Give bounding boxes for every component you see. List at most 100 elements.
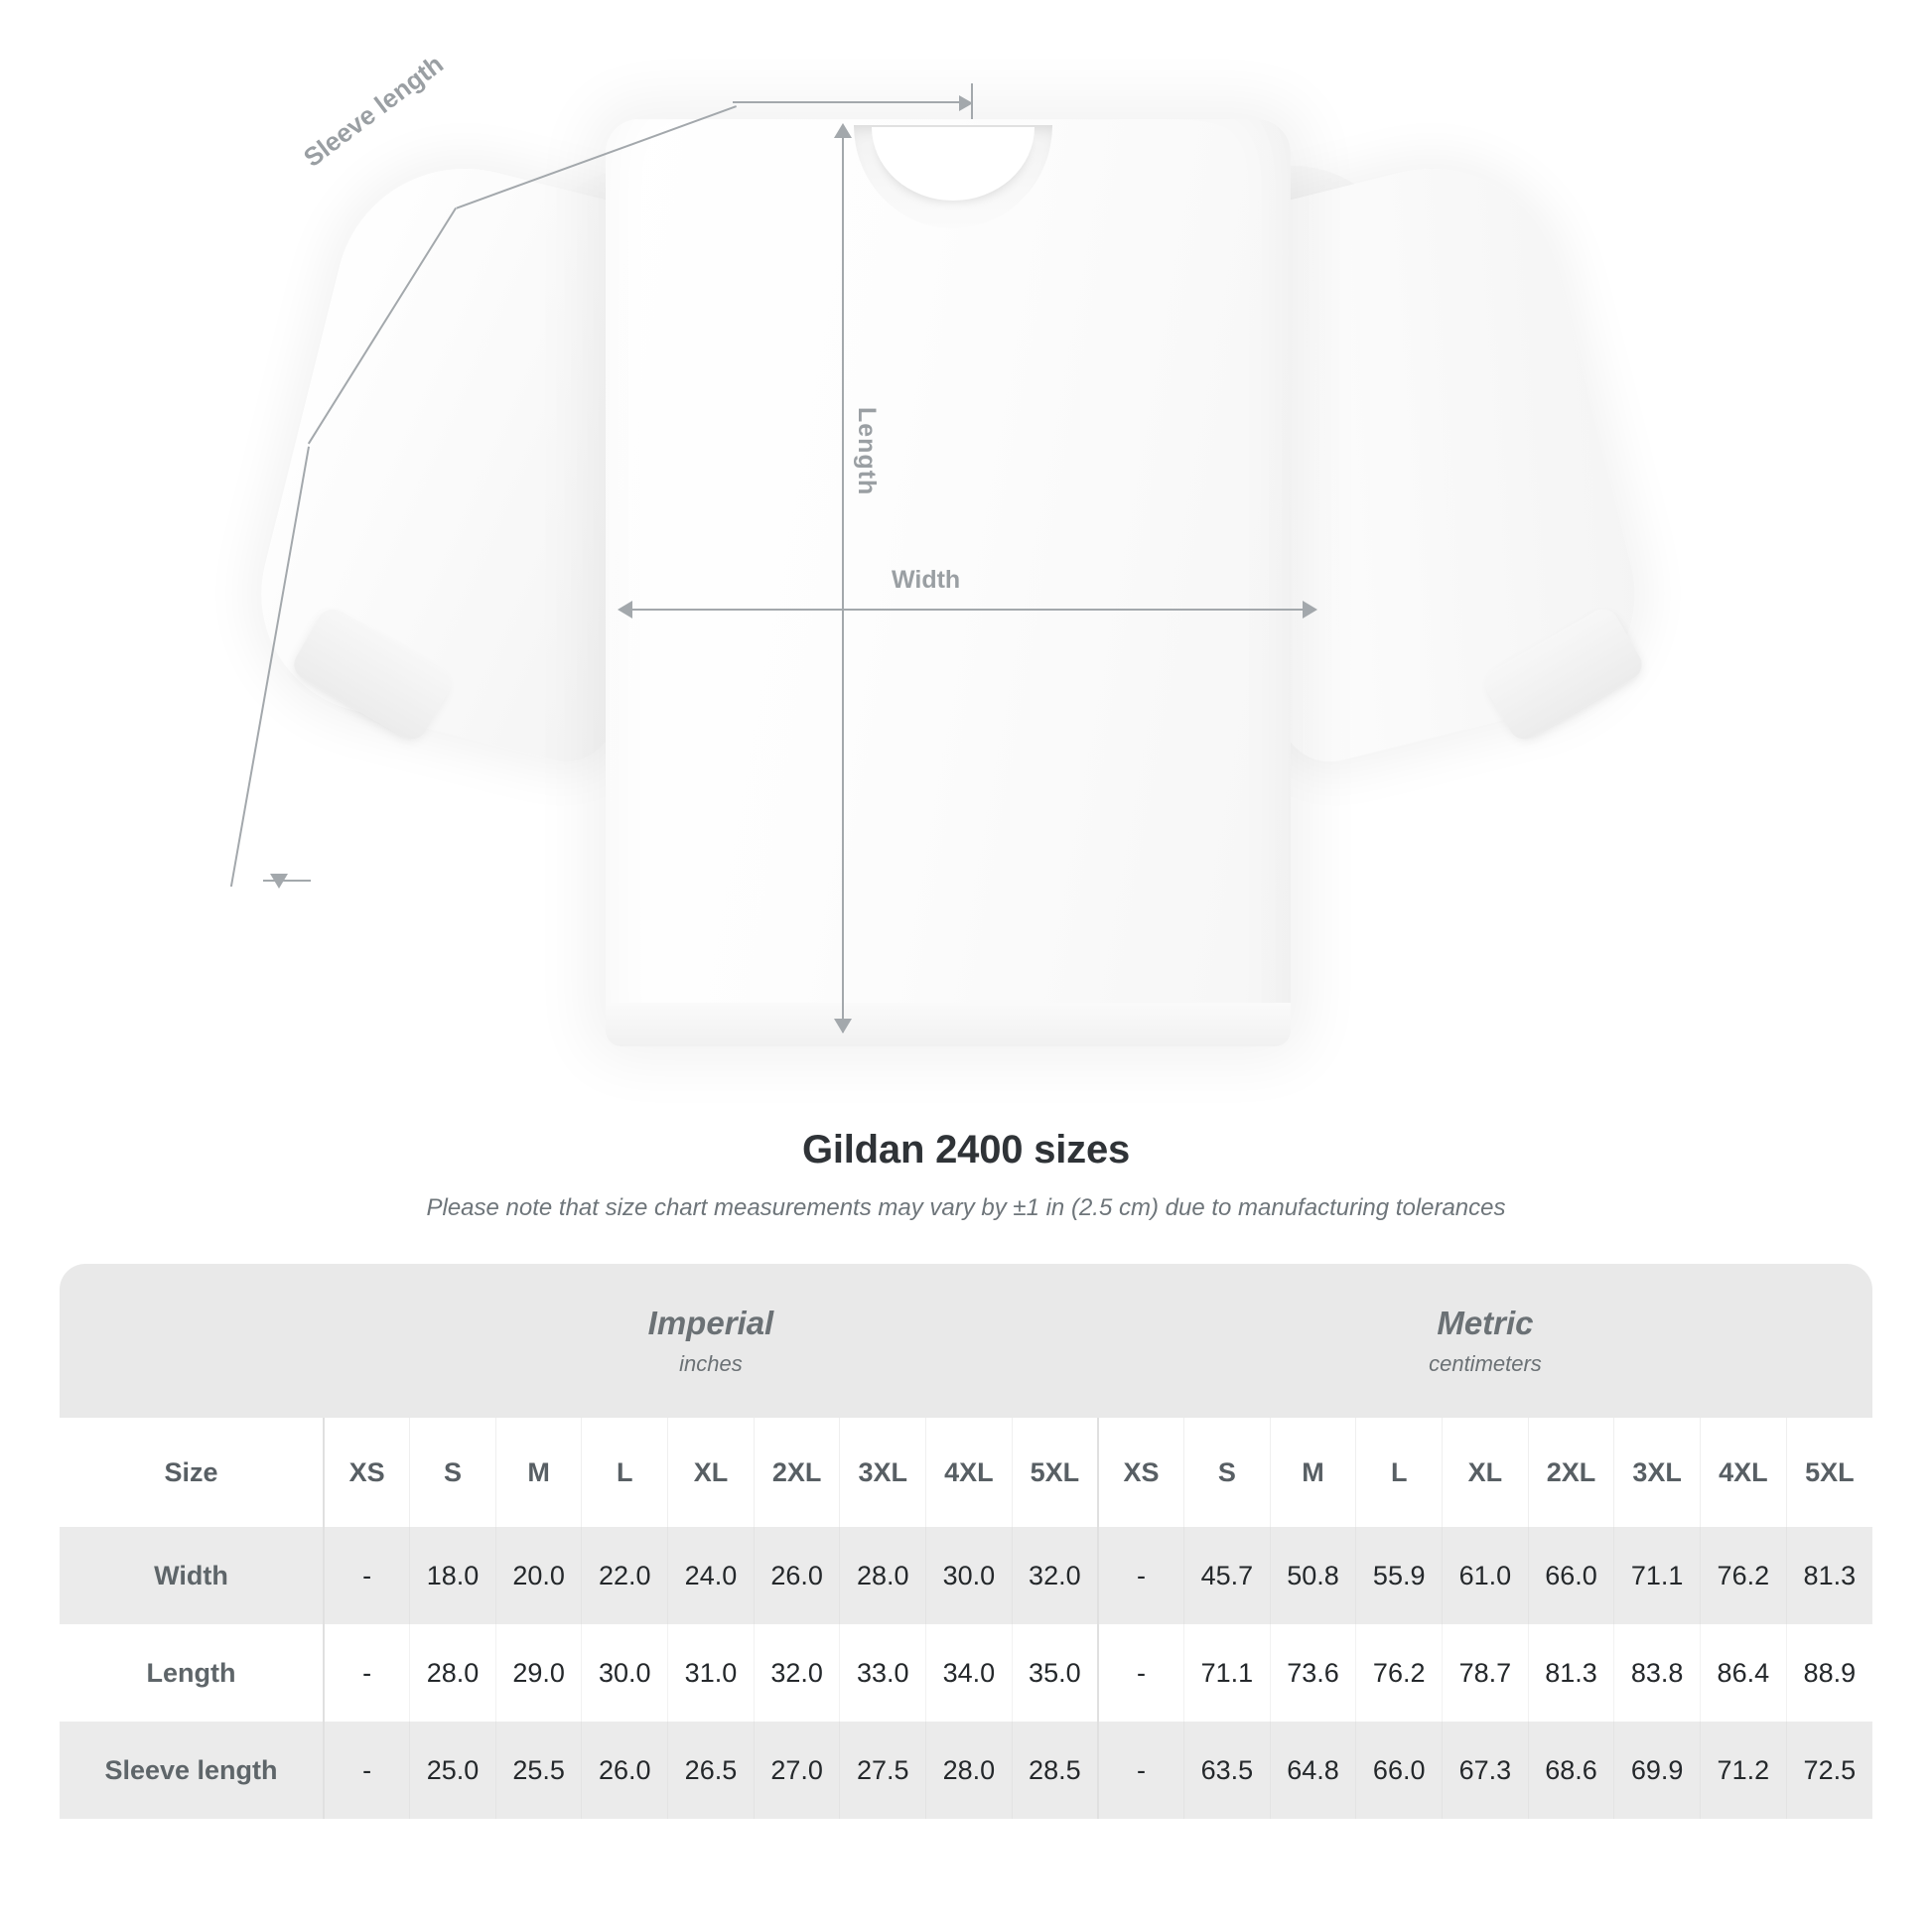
table-row: Length -28.0 29.0 30.0 31.0 32.0 33.0 34.0 35.0-… xyxy=(60,1624,1872,1722)
size-header-metric-4XL: 4XL xyxy=(1700,1418,1787,1527)
cell-length-imperial-4XL: 34.0 xyxy=(925,1624,1013,1722)
page-subtitle: Please note that size chart measurements… xyxy=(426,1194,1506,1221)
shirt-body xyxy=(606,119,1291,1042)
cell-sleeve-length-metric-M: 64.8 xyxy=(1269,1722,1356,1819)
length-guide-line xyxy=(842,131,844,1033)
width-arrow-left xyxy=(618,601,632,619)
size-header-row: Size XS S M L XL 2XL 3XL 4XL 5XL XS S M L XL 2XL 3XL 4XL 5… xyxy=(60,1418,1872,1527)
cell-sleeve-length-metric-L: 66.0 xyxy=(1355,1722,1443,1819)
cell-width-metric-M: 50.8 xyxy=(1269,1527,1356,1624)
cell-sleeve-length-imperial-4XL: 28.0 xyxy=(925,1722,1013,1819)
cell-length-imperial-2XL: 32.0 xyxy=(753,1624,840,1722)
cell-width-metric-2XL: 66.0 xyxy=(1527,1527,1614,1624)
unit-header-spacer xyxy=(60,1264,324,1418)
cell-length-metric-4XL: 86.4 xyxy=(1700,1624,1787,1722)
size-header-imperial-L: L xyxy=(581,1418,668,1527)
size-header-imperial-5XL: 5XL xyxy=(1011,1418,1098,1527)
cell-width-metric-XL: 61.0 xyxy=(1442,1527,1529,1624)
cell-sleeve-length-metric-S: 63.5 xyxy=(1183,1722,1271,1819)
cell-width-imperial-5XL: 32.0 xyxy=(1011,1527,1098,1624)
width-guide-line xyxy=(627,609,1311,611)
cell-length-metric-L: 76.2 xyxy=(1355,1624,1443,1722)
size-header-metric-XL: XL xyxy=(1442,1418,1529,1527)
cell-length-imperial-XL: 31.0 xyxy=(667,1624,755,1722)
sleeve-length-guide-segment-1 xyxy=(733,101,967,103)
size-header-metric-3XL: 3XL xyxy=(1613,1418,1701,1527)
size-header-metric-2XL: 2XL xyxy=(1527,1418,1614,1527)
cell-sleeve-length-metric-XL: 67.3 xyxy=(1442,1722,1529,1819)
row-label-length: Length xyxy=(60,1624,324,1722)
cell-length-imperial-S: 28.0 xyxy=(409,1624,496,1722)
cell-sleeve-length-imperial-XS: - xyxy=(323,1722,410,1819)
cell-sleeve-length-metric-4XL: 71.2 xyxy=(1700,1722,1787,1819)
size-header-metric-5XL: 5XL xyxy=(1785,1418,1872,1527)
cell-length-imperial-XS: - xyxy=(323,1624,410,1722)
cell-width-imperial-M: 20.0 xyxy=(494,1527,582,1624)
table-row: Sleeve length -25.0 25.5 26.0 26.5 27.0 27.5 28… xyxy=(60,1722,1872,1819)
cell-width-imperial-3XL: 28.0 xyxy=(839,1527,926,1624)
cell-width-imperial-XS: - xyxy=(323,1527,410,1624)
cell-width-metric-3XL: 71.1 xyxy=(1613,1527,1701,1624)
size-header-metric-XS: XS xyxy=(1096,1418,1184,1527)
cell-length-imperial-M: 29.0 xyxy=(494,1624,582,1722)
width-arrow-right xyxy=(1303,601,1317,619)
size-header-metric-S: S xyxy=(1183,1418,1271,1527)
row-label-sleeve-length: Sleeve length xyxy=(60,1722,324,1819)
cell-length-metric-XS: - xyxy=(1096,1624,1184,1722)
cell-sleeve-length-metric-XS: - xyxy=(1096,1722,1184,1819)
cell-sleeve-length-imperial-2XL: 27.0 xyxy=(753,1722,840,1819)
cell-sleeve-length-metric-5XL: 72.5 xyxy=(1785,1722,1872,1819)
cell-length-imperial-3XL: 33.0 xyxy=(839,1624,926,1722)
size-chart-table: Imperial inches Metric centimeters Size X… xyxy=(60,1264,1872,1819)
unit-sub-imperial: inches xyxy=(679,1351,743,1377)
size-header-imperial-XL: XL xyxy=(667,1418,755,1527)
length-label: Length xyxy=(853,407,881,496)
cell-width-imperial-S: 18.0 xyxy=(409,1527,496,1624)
size-header-label: Size xyxy=(60,1418,324,1527)
cell-sleeve-length-imperial-XL: 26.5 xyxy=(667,1722,755,1819)
length-arrow-top xyxy=(834,123,852,138)
cell-length-metric-2XL: 81.3 xyxy=(1527,1624,1614,1722)
cell-length-imperial-5XL: 35.0 xyxy=(1011,1624,1098,1722)
size-header-imperial-3XL: 3XL xyxy=(839,1418,926,1527)
cell-sleeve-length-imperial-S: 25.0 xyxy=(409,1722,496,1819)
tshirt-illustration xyxy=(235,119,1661,1046)
cell-sleeve-length-imperial-5XL: 28.5 xyxy=(1011,1722,1098,1819)
cell-width-metric-S: 45.7 xyxy=(1183,1527,1271,1624)
cell-width-imperial-2XL: 26.0 xyxy=(753,1527,840,1624)
unit-name-imperial: Imperial xyxy=(647,1304,774,1341)
cell-width-metric-5XL: 81.3 xyxy=(1785,1527,1872,1624)
size-header-imperial-S: S xyxy=(409,1418,496,1527)
garment-diagram: Sleeve length Length Width xyxy=(229,49,1661,1046)
unit-header-metric: Metric centimeters xyxy=(1097,1264,1872,1418)
unit-header-imperial: Imperial inches xyxy=(324,1264,1098,1418)
size-table-container: Imperial inches Metric centimeters Size X… xyxy=(60,1264,1872,1819)
width-label: Width xyxy=(892,566,961,594)
size-header-imperial-4XL: 4XL xyxy=(925,1418,1013,1527)
size-header-imperial-2XL: 2XL xyxy=(753,1418,840,1527)
cell-length-metric-5XL: 88.9 xyxy=(1785,1624,1872,1722)
cell-width-imperial-4XL: 30.0 xyxy=(925,1527,1013,1624)
unit-sub-metric: centimeters xyxy=(1429,1351,1542,1377)
cell-width-metric-4XL: 76.2 xyxy=(1700,1527,1787,1624)
size-header-imperial-M: M xyxy=(494,1418,582,1527)
sleeve-length-arrow-top xyxy=(959,95,973,111)
size-header-metric-L: L xyxy=(1355,1418,1443,1527)
sleeve-length-tick-bottom xyxy=(263,880,311,882)
length-arrow-bottom xyxy=(834,1019,852,1034)
cell-sleeve-length-metric-3XL: 69.9 xyxy=(1613,1722,1701,1819)
cell-length-metric-3XL: 83.8 xyxy=(1613,1624,1701,1722)
unit-name-metric: Metric xyxy=(1437,1304,1534,1341)
page-title: Gildan 2400 sizes xyxy=(801,1128,1131,1172)
size-header-imperial-XS: XS xyxy=(323,1418,410,1527)
cell-sleeve-length-imperial-M: 25.5 xyxy=(494,1722,582,1819)
row-label-width: Width xyxy=(60,1527,324,1624)
cell-length-metric-M: 73.6 xyxy=(1269,1624,1356,1722)
shirt-hem xyxy=(606,1003,1291,1046)
cell-sleeve-length-imperial-3XL: 27.5 xyxy=(839,1722,926,1819)
cell-width-metric-XS: - xyxy=(1096,1527,1184,1624)
cell-length-metric-XL: 78.7 xyxy=(1442,1624,1529,1722)
unit-header-row: Imperial inches Metric centimeters xyxy=(60,1264,1872,1418)
table-row: Width -18.0 20.0 22.0 24.0 26.0 28.0 30.0 32.0-4… xyxy=(60,1527,1872,1624)
cell-length-imperial-L: 30.0 xyxy=(581,1624,668,1722)
